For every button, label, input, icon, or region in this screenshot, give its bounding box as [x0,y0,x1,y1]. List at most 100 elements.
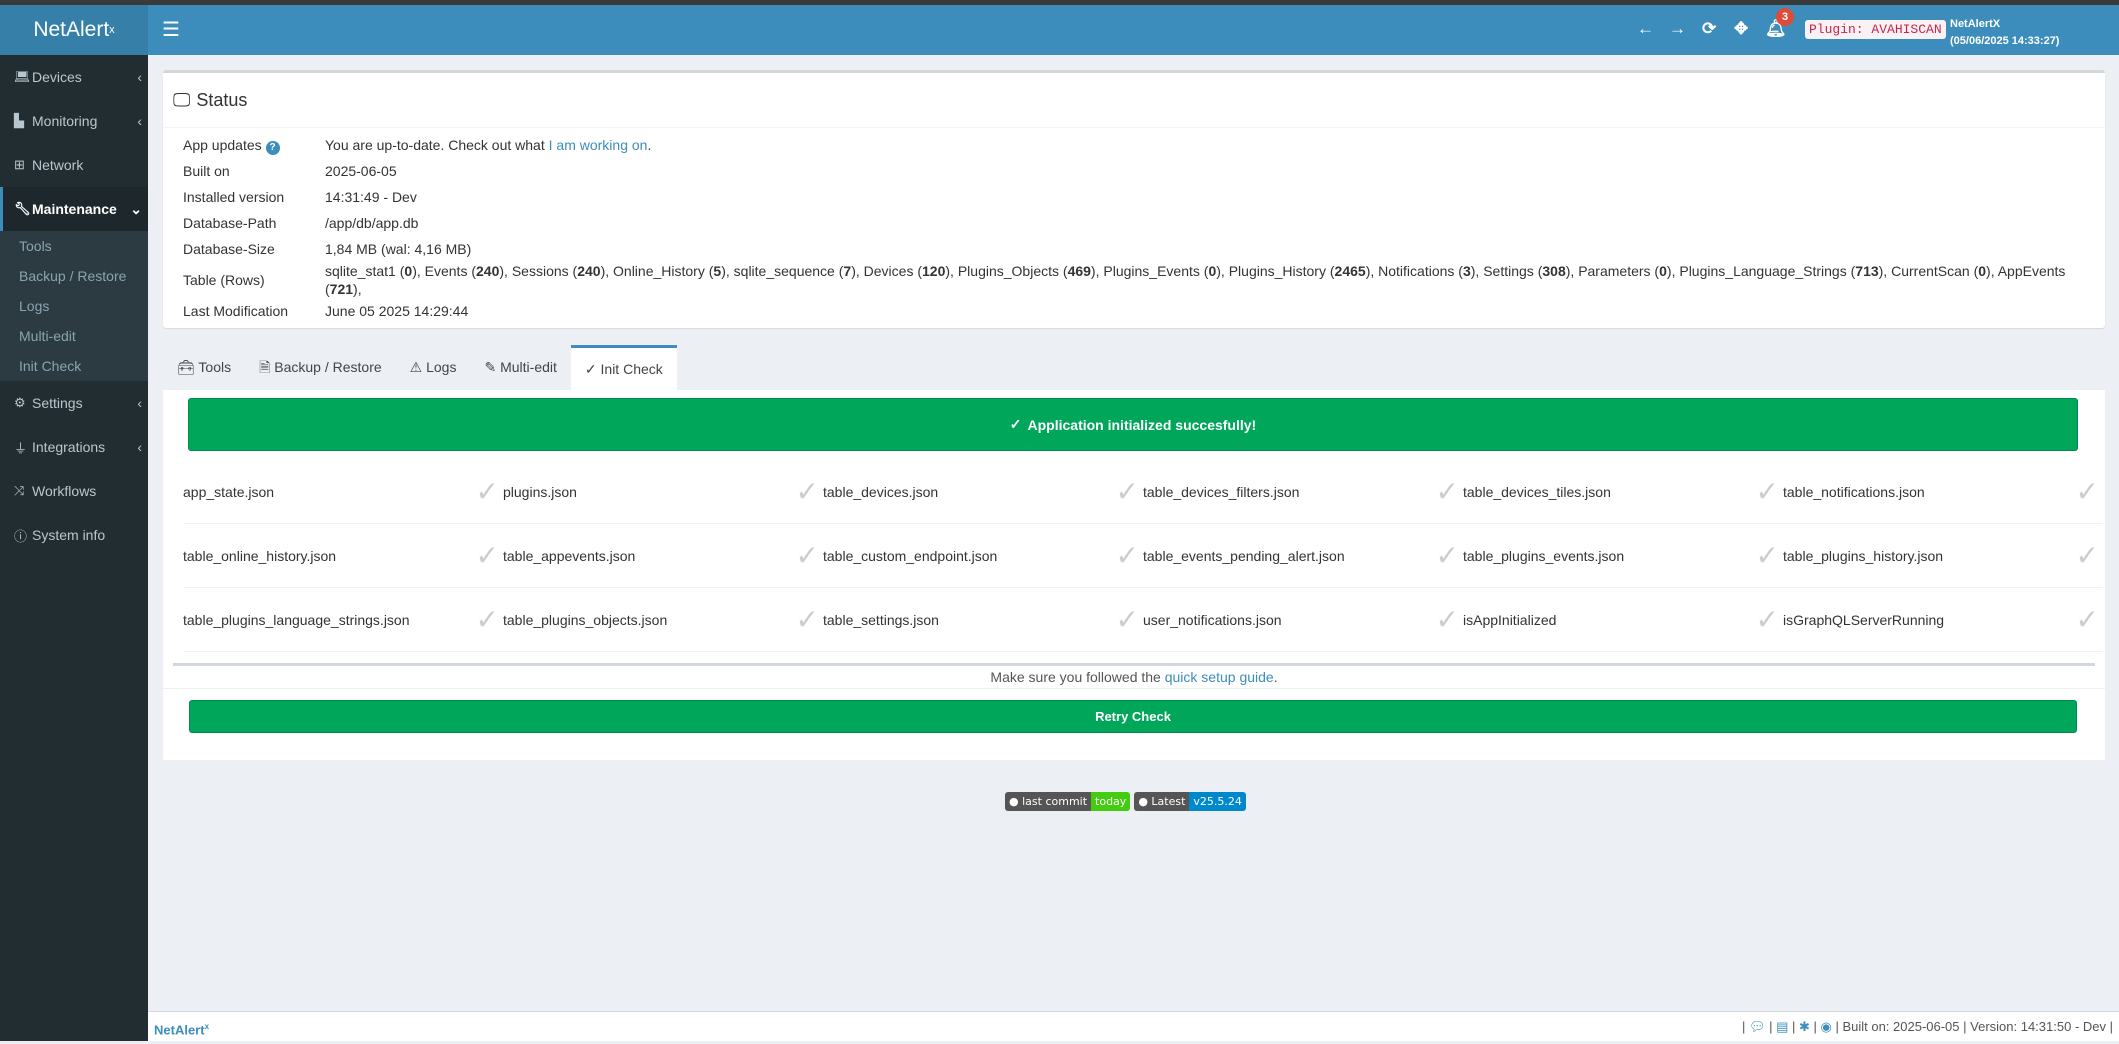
chevron-icon: ⌄ [130,200,142,217]
status-row: Table (Rows) sqlite_stat1 (0), Events (24… [183,263,2066,297]
submenu-item[interactable]: Init Check [19,358,82,374]
tab-multi-edit[interactable]: ✎ Multi-edit [484,359,557,375]
book-icon[interactable]: ▤ [1776,1019,1789,1034]
working-on-link[interactable]: I am working on [548,137,648,153]
check-icon: ✓ [1435,604,1459,635]
check-icon: ✓ [795,476,819,507]
init-check-item: table_online_history.json ✓ [183,524,503,588]
init-check-item: table_devices_filters.json ✓ [1143,460,1463,524]
check-icon: ✓ [1115,476,1139,507]
status-row: Database-Size 1,84 MB (wal: 4,16 MB) [183,241,472,257]
gear-icon: ⚙ [14,395,26,410]
retry-check-button[interactable]: Retry Check [189,700,2077,733]
status-row: App updates ? You are up-to-date. Check o… [183,136,652,155]
check-icon: ✓ [1115,540,1139,571]
check-icon: ✓ [1009,416,1022,432]
move-icon[interactable]: ✥ [1734,19,1749,38]
footer-brand[interactable]: NetAlertx [154,1022,210,1038]
check-icon: ✓ [475,540,499,571]
submenu-item[interactable]: Logs [19,298,50,314]
init-check-item: table_devices_tiles.json ✓ [1463,460,1783,524]
chevron-icon: ‹ [137,439,142,455]
check-icon: ✓ [2075,540,2099,571]
check-icon: ✓ [1115,604,1139,635]
init-check-item: app_state.json ✓ [183,460,503,524]
menu-toggle-icon[interactable]: ☰ [162,19,180,41]
app-logo[interactable]: NetAlert x [0,5,148,55]
sidebar: 💻︎ Devices ‹ ▙ Monitoring ‹ ⊞ Network 🔧︎ Maintena… [0,55,148,1041]
init-check-item: user_notifications.json ✓ [1143,588,1463,652]
init-check-item: table_plugins_language_strings.json ✓ [183,588,503,652]
sidebar-item-maintenance[interactable]: 🔧︎ Maintenance ⌄ [0,187,148,231]
init-check-item: table_plugins_objects.json ✓ [503,588,823,652]
github-badge[interactable]: ● Latest v25.5.24 [1134,792,1246,811]
status-row: Database-Path/app/db/app.db [183,215,419,231]
tab-logs[interactable]: ⚠ Logs [409,359,457,375]
status-row: Last Modification June 05 2025 14:29:44 [183,303,469,319]
chevron-icon: ‹ [137,113,142,129]
init-check-item: plugins.json ✓ [503,460,823,524]
tab-tools[interactable]: 🧰︎ Tools [177,359,232,375]
bug-icon[interactable]: ✱ [1798,1019,1810,1034]
github-icon: ● [1138,795,1148,808]
pencil-icon: ✎ [484,359,497,375]
github-icon: ● [1009,795,1019,808]
file-shield-icon: 🗎 [259,359,271,375]
submenu-item[interactable]: Tools [19,238,52,254]
chart-icon: ▙ [14,113,24,128]
init-check-panel: ✓ Application initialized succesfully! ap… [163,390,2105,760]
init-check-item: table_plugins_history.json ✓ [1783,524,2103,588]
init-check-item: isAppInitialized ✓ [1463,588,1783,652]
plug-icon: ⏚ [14,440,28,456]
status-row: Built on 2025-06-05 [183,163,397,179]
tab-init-check[interactable]: ✓ Init Check [570,345,677,390]
sidebar-item-workflows[interactable]: ⤨ Workflows [14,483,97,499]
discord-icon[interactable]: ◉ [1820,1019,1832,1034]
init-check-item: table_notifications.json ✓ [1783,460,2103,524]
footer-built: Built on: 2025-06-05 [1842,1019,1960,1034]
init-success-banner: ✓ Application initialized succesfully! [188,398,2078,451]
chat-icon[interactable]: 💬︎ [1748,1019,1766,1034]
sidebar-item-network[interactable]: ⊞ Network [14,157,84,173]
toolbox-icon: 🧰︎ [177,359,195,375]
help-icon[interactable]: ? [265,140,280,155]
submenu-item[interactable]: Multi-edit [19,328,76,344]
sidebar-item-devices[interactable]: 💻︎ Devices ‹ [14,69,142,85]
status-row: Installed version 14:31:49 - Dev [183,189,417,205]
warning-icon: ⚠ [409,359,423,375]
setup-hint: Make sure you followed the quick setup g… [163,666,2105,689]
laptop-icon: 💻︎ [14,69,31,84]
sidebar-item-integrations[interactable]: ⏚ Integrations ‹ [14,439,142,456]
refresh-icon[interactable]: ⟳ [1702,19,1717,38]
status-title: Status [196,89,248,110]
monitor-icon: 🖵 [173,89,191,110]
user-info[interactable]: NetAlertX (05/06/2025 14:33:27) [1950,18,2060,47]
status-box: 🖵 Status App updates ? You are up-to-date.… [163,70,2105,328]
check-icon: ✓ [795,604,819,635]
check-icon: ✓ [475,604,499,635]
quick-setup-guide-link[interactable]: quick setup guide [1164,669,1274,685]
shuffle-icon: ⤨ [14,483,25,498]
chevron-icon: ‹ [137,69,142,85]
check-icon: ✓ [1435,540,1459,571]
notification-badge: 3 [1776,8,1794,26]
sidebar-item-settings[interactable]: ⚙ Settings ‹ [14,395,142,411]
sidebar-item-system-info[interactable]: ⓘ System info [14,527,106,544]
forward-arrow-icon[interactable]: → [1669,19,1686,38]
sidebar-item-monitoring[interactable]: ▙ Monitoring ‹ [14,113,142,129]
init-check-grid: app_state.json ✓ plugins.json ✓ table_device… [183,460,2103,652]
check-icon: ✓ [1755,604,1779,635]
maintenance-tabs: 🧰︎ Tools 🗎 Backup / Restore ⚠ Logs ✎ Multi-… [163,345,677,390]
check-icon: ✓ [475,476,499,507]
init-check-item: table_events_pending_alert.json ✓ [1143,524,1463,588]
maintenance-submenu: Tools Backup / Restore Logs Multi-edit Init … [0,231,148,381]
check-icon: ✓ [1755,540,1779,571]
footer-version: Version: 14:31:50 - Dev [1970,1019,2106,1034]
divider [173,663,2095,666]
tab-backup-restore[interactable]: 🗎 Backup / Restore [259,359,382,375]
back-arrow-icon[interactable]: ← [1637,19,1654,38]
github-badge[interactable]: ● last commit today [1005,792,1131,811]
top-navbar: ☰ ← → ⟳ ✥ 🔔︎ 3 Plugin: AVAHISCAN NetAler… [148,5,2119,55]
submenu-item[interactable]: Backup / Restore [19,268,127,284]
footer: NetAlertx | 💬︎ | ▤ | ✱ | ◉ | Built on: 2… [148,1011,2119,1041]
